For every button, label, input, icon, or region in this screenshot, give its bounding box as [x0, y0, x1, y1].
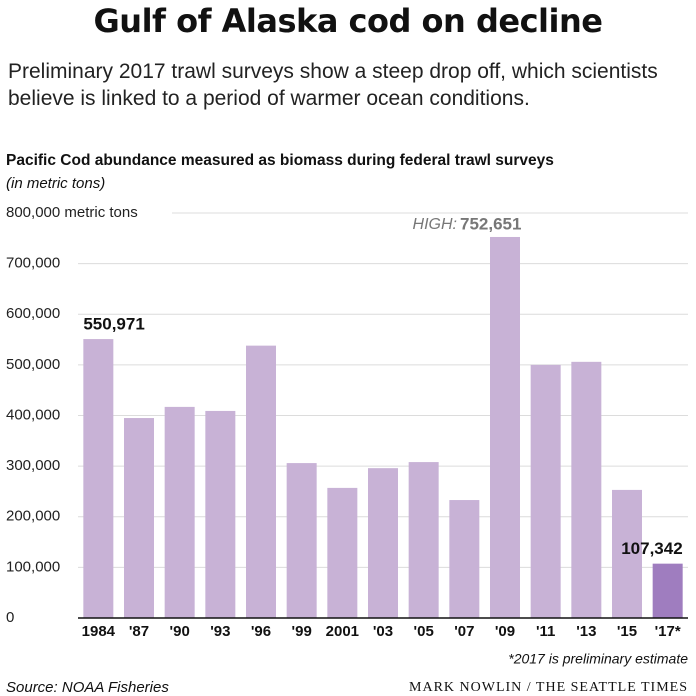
bar [327, 487, 358, 618]
credit: MARK NOWLIN / THE SEATTLE TIMES [409, 680, 688, 695]
x-tick-label: '13 [576, 623, 596, 640]
bar [408, 462, 439, 618]
x-tick-label: '03 [373, 623, 393, 640]
y-tick-label: 300,000 [6, 457, 60, 474]
bar [652, 563, 683, 618]
x-tick-label: '09 [495, 623, 515, 640]
bar [490, 236, 520, 618]
bar [83, 339, 114, 618]
bar [246, 345, 276, 618]
annotation: HIGH: [413, 216, 457, 233]
y-tick-label: 800,000 metric tons [6, 204, 138, 221]
x-tick-label: '90 [170, 623, 190, 640]
x-tick-label: '96 [251, 623, 271, 640]
footnote: *2017 is preliminary estimate [508, 651, 688, 667]
y-tick-label: 200,000 [6, 508, 60, 525]
y-tick-label: 400,000 [6, 406, 60, 423]
bar [530, 364, 561, 618]
y-tick-label: 700,000 [6, 255, 60, 272]
x-tick-label: '93 [210, 623, 230, 640]
subtitle: Preliminary 2017 trawl surveys show a st… [8, 60, 658, 110]
bar [612, 489, 642, 618]
bar [571, 361, 602, 618]
bar [164, 406, 195, 618]
bar [449, 500, 480, 618]
x-tick-label: '05 [414, 623, 434, 640]
bar [286, 463, 317, 618]
x-tick-label: 1984 [82, 623, 116, 640]
x-tick-label: '15 [617, 623, 637, 640]
y-tick-label: 0 [6, 609, 14, 626]
source: Source: NOAA Fisheries [6, 679, 169, 696]
x-tick-label: '07 [454, 623, 474, 640]
bar [124, 418, 154, 618]
value-label: 752,651 [460, 214, 521, 233]
x-tick-label: '87 [129, 623, 149, 640]
value-label: 550,971 [83, 315, 144, 334]
chart-title: Pacific Cod abundance measured as biomas… [6, 152, 554, 169]
y-tick-label: 600,000 [6, 305, 60, 322]
y-tick-label: 100,000 [6, 558, 60, 575]
title: Gulf of Alaska cod on decline [93, 2, 603, 40]
bar [205, 410, 236, 618]
x-tick-label: '17* [655, 623, 681, 640]
units-note: (in metric tons) [6, 175, 105, 192]
x-tick-label: '11 [536, 623, 555, 640]
x-tick-label: '99 [292, 623, 312, 640]
bar [368, 468, 398, 618]
value-label: 107,342 [621, 539, 682, 558]
x-tick-label: 2001 [326, 623, 359, 640]
y-tick-label: 500,000 [6, 356, 60, 373]
